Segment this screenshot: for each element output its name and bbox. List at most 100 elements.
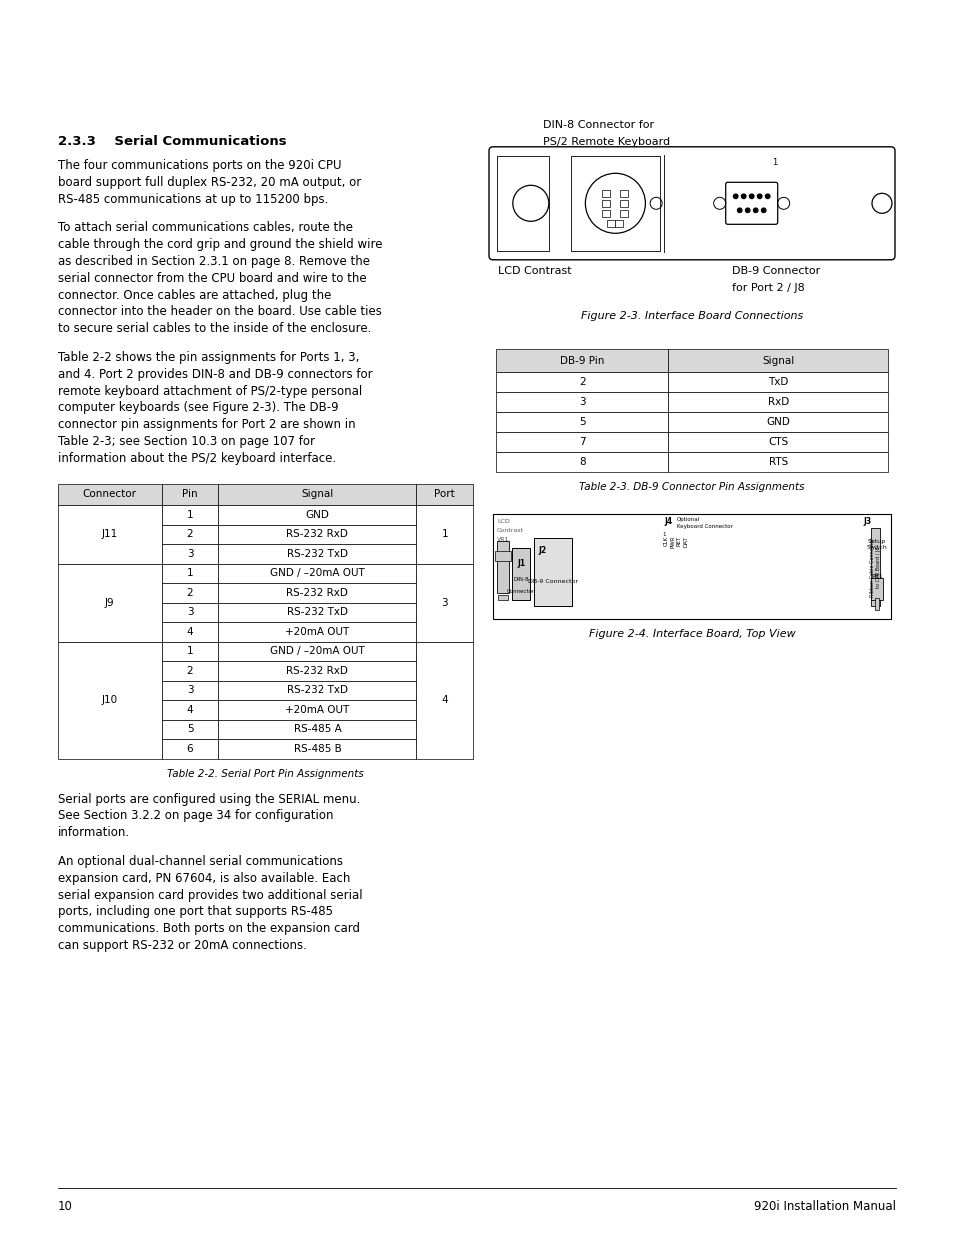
Text: RS-232 RxD: RS-232 RxD — [286, 588, 348, 598]
Bar — [218, 505, 416, 525]
Text: RS-485 B: RS-485 B — [294, 743, 341, 753]
Bar — [570, 156, 659, 251]
Text: RTS: RTS — [768, 457, 787, 467]
Bar — [870, 578, 882, 600]
Text: Ribbon Cable Connector
to CPU Board / J8: Ribbon Cable Connector to CPU Board / J8 — [869, 537, 880, 597]
Text: DB-9 Pin: DB-9 Pin — [559, 356, 604, 366]
Text: connector into the header on the board. Use cable ties: connector into the header on the board. … — [58, 305, 381, 319]
Bar — [162, 603, 218, 622]
Text: J2: J2 — [537, 546, 545, 556]
Text: 920i Installation Manual: 920i Installation Manual — [753, 1200, 895, 1213]
Bar — [218, 661, 416, 680]
Text: 5: 5 — [187, 725, 193, 735]
Text: J4: J4 — [663, 517, 672, 526]
Bar — [870, 527, 879, 606]
Circle shape — [760, 209, 765, 212]
FancyBboxPatch shape — [489, 147, 894, 259]
Text: 1: 1 — [187, 646, 193, 656]
Text: 3: 3 — [441, 598, 448, 608]
Text: Contrast: Contrast — [497, 527, 523, 532]
Circle shape — [737, 209, 741, 212]
Text: 1: 1 — [771, 158, 776, 167]
Bar — [668, 432, 887, 452]
Text: GND / –20mA OUT: GND / –20mA OUT — [270, 568, 364, 578]
Bar — [218, 545, 416, 563]
Bar — [162, 622, 218, 642]
Text: board support full duplex RS-232, 20 mA output, or: board support full duplex RS-232, 20 mA … — [58, 175, 361, 189]
Text: Optional: Optional — [677, 517, 700, 522]
Text: RS-232 TxD: RS-232 TxD — [287, 608, 348, 618]
Text: To attach serial communications cables, route the: To attach serial communications cables, … — [58, 221, 353, 235]
Bar — [218, 603, 416, 622]
Bar — [162, 642, 218, 661]
Text: ports, including one port that supports RS-485: ports, including one port that supports … — [58, 905, 333, 919]
Text: DB-9 Connector: DB-9 Connector — [527, 579, 578, 584]
Bar — [497, 541, 509, 593]
Circle shape — [753, 209, 757, 212]
Circle shape — [764, 194, 769, 199]
Text: RS-232 RxD: RS-232 RxD — [286, 666, 348, 676]
Text: GND / –20mA OUT: GND / –20mA OUT — [270, 646, 364, 656]
Bar — [534, 538, 572, 606]
Text: Pin: Pin — [182, 489, 197, 499]
Text: DIN-8 Connector for: DIN-8 Connector for — [542, 120, 654, 130]
Bar — [162, 563, 218, 583]
Text: RET: RET — [676, 536, 681, 546]
Text: information about the PS/2 keyboard interface.: information about the PS/2 keyboard inte… — [58, 452, 335, 464]
Bar — [162, 720, 218, 739]
Text: Connector: Connector — [83, 489, 136, 499]
Bar — [218, 642, 416, 661]
Text: Keyboard Connector: Keyboard Connector — [677, 524, 732, 529]
Bar — [874, 598, 878, 610]
Bar — [496, 350, 668, 372]
Text: J11: J11 — [102, 530, 118, 540]
Text: Setup
Switch: Setup Switch — [865, 538, 886, 550]
Bar — [218, 700, 416, 720]
Bar — [416, 484, 473, 505]
Bar — [619, 210, 627, 217]
Text: and 4. Port 2 provides DIN-8 and DB-9 connectors for: and 4. Port 2 provides DIN-8 and DB-9 co… — [58, 368, 373, 380]
Bar — [218, 739, 416, 758]
Bar — [668, 350, 887, 372]
Text: +20mA OUT: +20mA OUT — [285, 705, 349, 715]
Text: 2: 2 — [578, 377, 585, 387]
Text: PB1: PB1 — [870, 574, 882, 579]
Text: 3: 3 — [187, 608, 193, 618]
Text: +20mA OUT: +20mA OUT — [285, 627, 349, 637]
Text: 2: 2 — [187, 666, 193, 676]
Bar — [58, 563, 162, 642]
Text: Table 2-2 shows the pin assignments for Ports 1, 3,: Table 2-2 shows the pin assignments for … — [58, 351, 359, 364]
Bar — [495, 551, 511, 562]
Bar — [668, 412, 887, 432]
Bar — [162, 505, 218, 525]
Text: Signal: Signal — [761, 356, 794, 366]
Text: serial connector from the CPU board and wire to the: serial connector from the CPU board and … — [58, 272, 366, 285]
Bar — [619, 190, 627, 198]
Text: GND: GND — [765, 417, 789, 427]
Text: 1: 1 — [661, 532, 665, 537]
Bar — [496, 412, 668, 432]
Bar — [58, 484, 162, 505]
Bar — [615, 220, 622, 227]
Text: connector. Once cables are attached, plug the: connector. Once cables are attached, plu… — [58, 289, 331, 301]
Bar — [497, 595, 507, 600]
Bar — [162, 661, 218, 680]
Bar — [58, 505, 162, 563]
Text: J9: J9 — [105, 598, 114, 608]
Text: RS-232 TxD: RS-232 TxD — [287, 685, 348, 695]
Bar — [496, 391, 668, 412]
Text: 5: 5 — [578, 417, 585, 427]
Bar — [416, 563, 473, 642]
Text: 4: 4 — [441, 695, 448, 705]
Text: 1: 1 — [187, 510, 193, 520]
Bar — [496, 452, 668, 472]
Text: 4: 4 — [187, 627, 193, 637]
Text: Figure 2-3. Interface Board Connections: Figure 2-3. Interface Board Connections — [580, 311, 802, 321]
Text: RS-485 communications at up to 115200 bps.: RS-485 communications at up to 115200 bp… — [58, 193, 328, 205]
Text: communications. Both ports on the expansion card: communications. Both ports on the expans… — [58, 923, 359, 935]
Text: cable through the cord grip and ground the shield wire: cable through the cord grip and ground t… — [58, 238, 382, 251]
Text: VR1: VR1 — [497, 537, 509, 542]
Bar — [601, 210, 609, 217]
Text: 7: 7 — [578, 437, 585, 447]
Bar — [619, 200, 627, 207]
